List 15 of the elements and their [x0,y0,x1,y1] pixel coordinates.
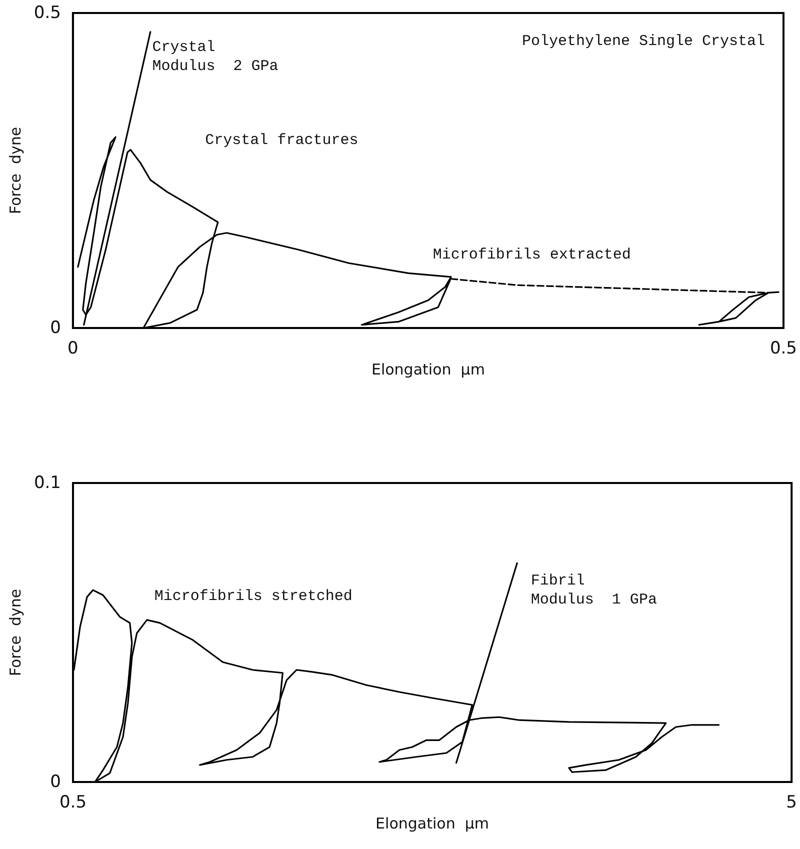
annotation: Microfibrils stretched [154,588,352,606]
x-axis-title: Elongation μm [371,360,485,378]
y-axis-title: Force dyne [6,126,24,214]
x-axis-title: Elongation μm [376,814,490,832]
annotation: Crystal Modulus 2 GPa [152,39,278,76]
y-tick-label: 0 [50,772,61,792]
y-tick-label: 0.5 [34,3,61,23]
annotation: Fibril Modulus 1 GPa [530,572,657,609]
x-tick-label: 5 [786,792,798,812]
y-tick-label: 0 [50,318,61,338]
y-tick-label: 0.1 [34,473,61,493]
annotation: Microfibrils extracted [432,246,631,264]
y-axis-title: Force dyne [6,588,25,676]
text: Polyethylene Single Crystal [522,33,766,50]
annotation: Crystal fractures [205,132,358,149]
